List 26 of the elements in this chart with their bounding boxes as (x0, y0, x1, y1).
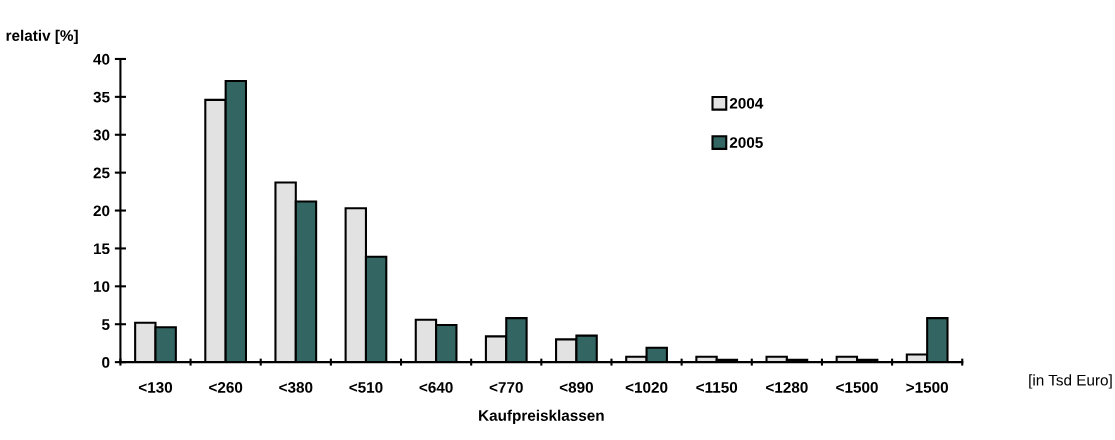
x-tick-label: >1500 (906, 381, 948, 393)
y-tick-label: 15 (93, 243, 110, 255)
x-tick-label: <380 (279, 381, 313, 393)
legend-label: 2005 (729, 137, 763, 148)
x-tick-label: <130 (138, 381, 173, 393)
legend-label: 2004 (729, 97, 764, 109)
text: [in Tsd Euro] (1029, 374, 1112, 389)
y-tick-label: 5 (101, 319, 110, 330)
x-tick-label: <770 (489, 381, 523, 393)
y-tick-label: 0 (102, 356, 110, 368)
y-tick-label: 30 (93, 129, 110, 141)
y-tick-label: 40 (93, 53, 110, 65)
y-tick-label: 25 (93, 167, 110, 179)
x-tick-label: <1020 (625, 381, 668, 393)
x-tick-label: <1280 (766, 381, 808, 393)
x-tick-label: <1500 (836, 381, 878, 393)
x-tick-label: <640 (419, 381, 453, 393)
y-tick-label: 20 (93, 205, 110, 217)
x-tick-label: <890 (559, 381, 593, 393)
x-tick-label: <260 (209, 381, 243, 393)
x-tick-label: <1150 (696, 381, 738, 393)
y-tick-label: 35 (93, 91, 110, 103)
y-tick-label: 10 (93, 281, 110, 293)
y-axis-title: relativ [%] (6, 29, 78, 44)
x-tick-label: <510 (349, 381, 383, 393)
x-axis-title: Kaufpreisklassen (479, 409, 604, 424)
